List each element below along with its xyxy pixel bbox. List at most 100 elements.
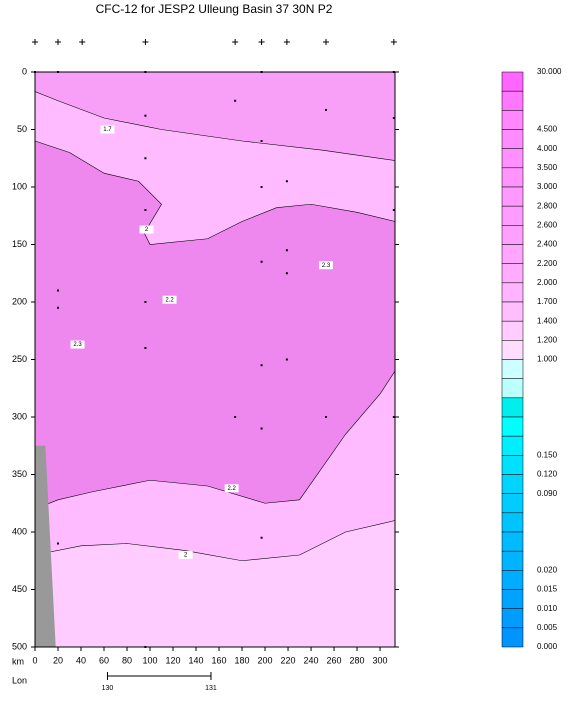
contour-label: 2 — [184, 553, 188, 559]
colorbar-label: 0.010 — [537, 604, 558, 613]
station-mark — [390, 39, 397, 45]
colorbar-band — [501, 71, 524, 92]
sample-dot — [144, 114, 147, 117]
station-mark — [55, 39, 62, 45]
contour-label: 2 — [145, 227, 149, 233]
sample-dot — [392, 209, 395, 211]
sample-dot — [392, 117, 395, 119]
colorbar-band — [501, 340, 524, 360]
sample-dot — [260, 364, 263, 367]
sample-dot — [144, 301, 147, 303]
colorbar-band — [501, 397, 524, 418]
x-tick-label: 280 — [350, 655, 365, 665]
colorbar-band — [501, 263, 524, 284]
colorbar-label: 2.600 — [537, 220, 558, 229]
chart-title: CFC-12 for JESP2 Ulleung Basin 37 30N P2 — [96, 2, 333, 16]
colorbar-label: 1.200 — [537, 335, 558, 344]
station-mark — [142, 39, 149, 45]
colorbar-band — [501, 225, 524, 245]
x-tick-label: 0 — [32, 655, 37, 665]
lon-tick-label: 131 — [205, 685, 217, 692]
sample-dot — [285, 180, 288, 183]
colorbar-label: 0.120 — [537, 470, 558, 479]
colorbar-band — [501, 416, 524, 437]
station-mark — [32, 39, 38, 45]
contour-label: 2.2 — [228, 486, 237, 492]
station-mark — [258, 39, 265, 45]
x-tick-label: 240 — [304, 655, 319, 665]
colorbar-band — [501, 359, 524, 379]
colorbar-band — [501, 455, 524, 475]
colorbar-label: 4.500 — [537, 125, 558, 134]
x-tick-label: 220 — [281, 655, 296, 665]
colorbar-label: 30.000 — [537, 67, 562, 76]
contour-label: 2.3 — [322, 263, 331, 269]
y-tick-label: 250 — [12, 354, 27, 364]
colorbar-band — [501, 205, 524, 226]
station-mark — [79, 39, 86, 45]
colorbar-band — [501, 129, 524, 149]
y-tick-label: 400 — [12, 526, 27, 536]
colorbar-band — [501, 512, 524, 533]
contour-label-bg — [100, 125, 115, 134]
x-tick-label: 20 — [53, 655, 63, 665]
colorbar-band — [501, 608, 524, 629]
colorbar-label: 2.000 — [537, 278, 558, 287]
y-tick-label: 100 — [12, 181, 27, 191]
lon-label: Lon — [12, 675, 27, 685]
x-tick-label: 160 — [212, 655, 227, 665]
colorbar-label: 4.000 — [537, 144, 558, 153]
sample-dot — [234, 416, 237, 418]
lon-tick-label: 130 — [102, 685, 114, 692]
colorbar-label: 0.000 — [537, 642, 558, 651]
x-tick-label: 200 — [258, 655, 273, 665]
colorbar-label: 0.015 — [537, 585, 558, 594]
sample-dot — [324, 108, 327, 111]
colorbar-band — [501, 378, 524, 399]
sample-dot — [285, 358, 288, 361]
contour-label-bg — [224, 484, 239, 493]
colorbar-band — [501, 550, 524, 571]
colorbar-band — [501, 474, 524, 494]
station-mark — [283, 39, 290, 45]
sample-dot — [260, 140, 263, 142]
station-mark — [322, 39, 329, 45]
colorbar-band — [501, 186, 524, 207]
sample-dot — [144, 209, 147, 211]
colorbar-label: 0.090 — [537, 489, 558, 498]
sample-dot — [57, 542, 60, 545]
contour-label: 1.7 — [103, 127, 112, 133]
bathymetry — [35, 445, 56, 647]
colorbar-label: 1.000 — [537, 355, 558, 364]
contour-label-bg — [162, 295, 177, 304]
x-tick-label: 260 — [327, 655, 342, 665]
colorbar-label: 1.400 — [537, 316, 558, 325]
sample-dot — [260, 427, 263, 430]
y-tick-label: 200 — [12, 296, 27, 306]
y-tick-label: 50 — [17, 124, 27, 134]
x-tick-label: 80 — [122, 655, 132, 665]
colorbar-band — [501, 320, 524, 341]
colorbar-label: 0.150 — [537, 450, 558, 459]
contour-label-bg — [139, 225, 154, 234]
sample-dot — [234, 99, 237, 102]
sample-dot — [57, 289, 60, 292]
x-tick-label: 60 — [99, 655, 109, 665]
sample-dot — [260, 260, 263, 263]
contour-label: 2.3 — [73, 342, 82, 348]
station-mark — [232, 39, 239, 45]
colorbar-label: 2.800 — [537, 201, 558, 210]
contour-label: 2.2 — [165, 297, 174, 303]
colorbar-label: 2.200 — [537, 259, 558, 268]
colorbar-label: 3.500 — [537, 163, 558, 172]
colorbar-band — [501, 167, 524, 188]
sample-dot — [144, 157, 147, 160]
x-tick-label: 40 — [76, 655, 86, 665]
y-tick-label: 300 — [12, 411, 27, 421]
colorbar-label: 0.020 — [537, 565, 558, 574]
y-tick-label: 450 — [12, 584, 27, 594]
colorbar-band — [501, 493, 524, 514]
y-tick-label: 0 — [22, 66, 27, 76]
y-tick-label: 350 — [12, 469, 27, 479]
